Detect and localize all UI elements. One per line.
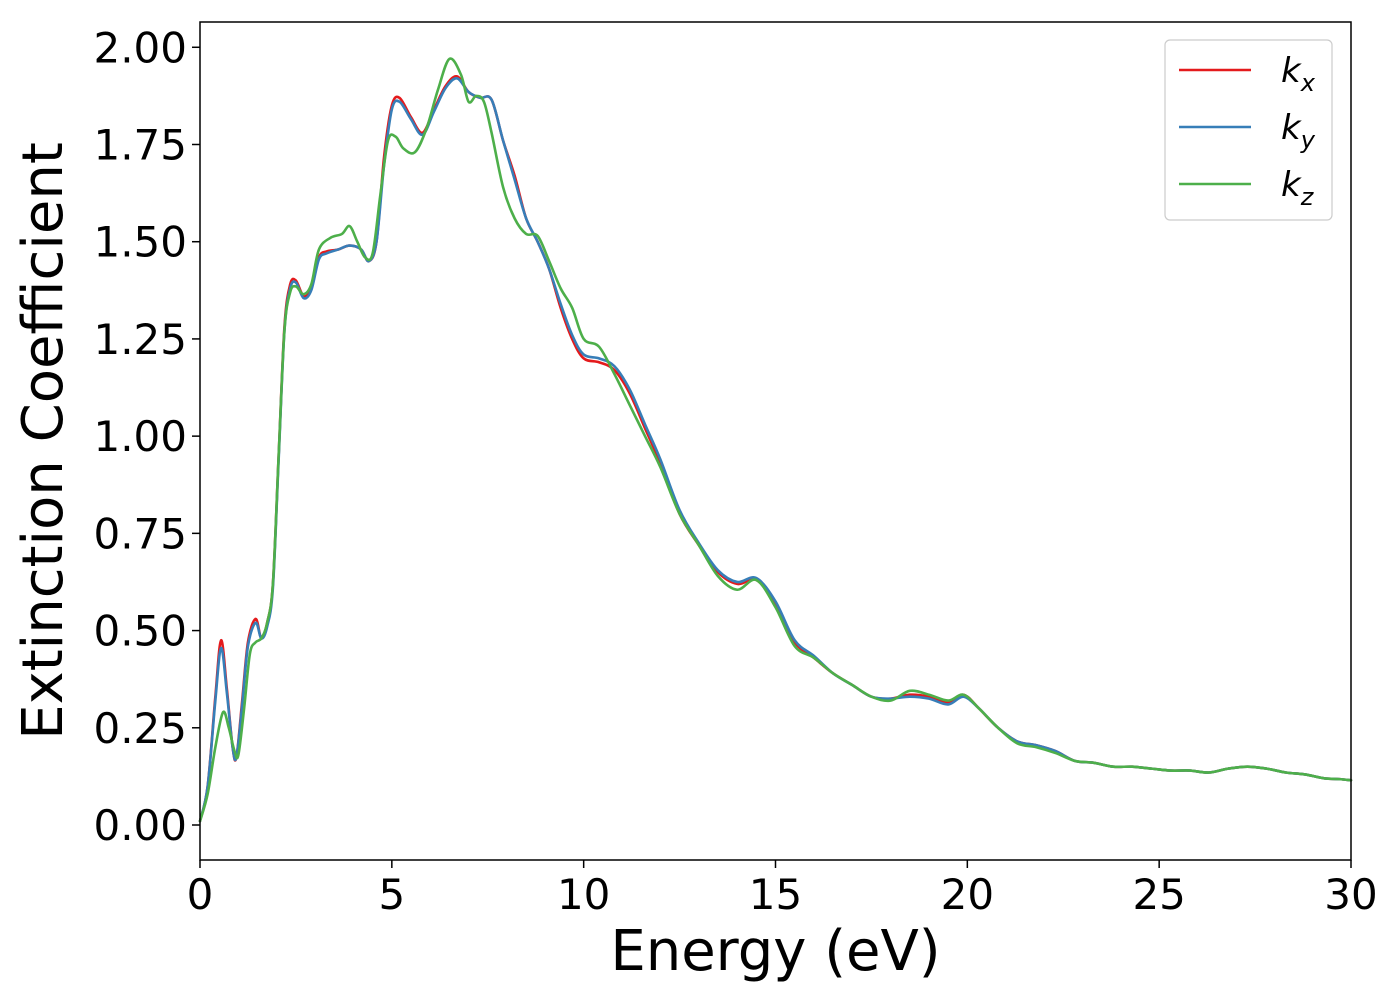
legend-label-z: kz <box>1281 165 1315 211</box>
x-tick-label: 0 <box>187 870 214 919</box>
legend-box <box>1164 39 1333 221</box>
x-tick-label: 5 <box>378 870 405 919</box>
y-tick-label: 2.00 <box>93 23 187 72</box>
series-line-z <box>198 57 1353 823</box>
y-tick-label: 1.25 <box>93 315 187 364</box>
y-tick-label: 0.50 <box>93 607 187 656</box>
legend-label-x: kx <box>1281 51 1316 97</box>
x-axis-label: Energy (eV) <box>610 919 940 984</box>
x-tick-label: 10 <box>557 870 610 919</box>
legend-label-y: ky <box>1281 108 1316 154</box>
y-tick-label: 0.75 <box>93 509 187 558</box>
ticks-layer: 0 5 10 15 20 25 30 0.00 0.25 0.50 0.75 1.00 1.25 1.50… <box>93 23 1377 919</box>
y-axis-label: Extinction Coefficient <box>11 142 76 740</box>
plot-frame <box>199 21 1352 861</box>
y-tick-label: 1.75 <box>93 120 187 169</box>
legend-items: kx ky kz <box>1179 51 1316 211</box>
y-tick-label: 0.25 <box>93 704 187 753</box>
series-layer <box>198 57 1353 823</box>
x-tick-label: 15 <box>749 870 802 919</box>
y-tick-label: 1.00 <box>93 412 187 461</box>
y-tick-label: 1.50 <box>93 218 187 267</box>
y-tick-label: 0.00 <box>93 801 187 850</box>
x-tick-label: 25 <box>1132 870 1185 919</box>
x-tick-label: 30 <box>1324 870 1377 919</box>
legend: kx ky kz <box>1164 39 1333 221</box>
x-tick-label: 20 <box>941 870 994 919</box>
